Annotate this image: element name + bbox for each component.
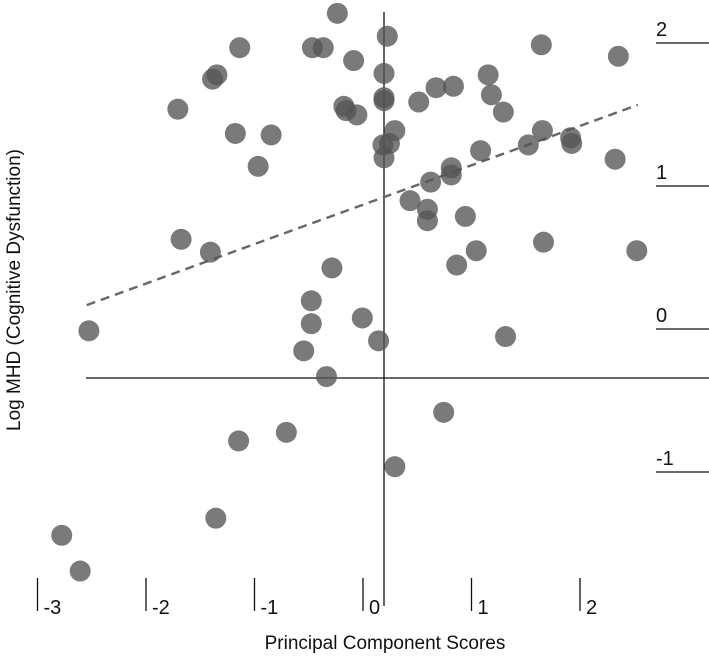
data-point-50: [321, 257, 343, 279]
data-point-61: [228, 430, 250, 452]
data-point-49: [446, 254, 468, 276]
data-point-11: [373, 62, 395, 84]
data-point-29: [531, 120, 553, 142]
data-point-47: [626, 240, 648, 262]
data-point-13: [425, 77, 447, 99]
y-tick-label: 0: [656, 305, 667, 327]
data-point-4: [607, 45, 629, 67]
data-point-31: [561, 132, 583, 154]
data-point-22: [346, 104, 368, 126]
data-point-43: [454, 205, 476, 227]
x-tick-label: -3: [44, 597, 62, 619]
data-point-24: [224, 122, 246, 144]
data-point-45: [199, 241, 221, 263]
data-point-1: [326, 2, 348, 24]
data-point-48: [465, 240, 487, 262]
data-point-54: [351, 307, 373, 329]
data-point-58: [315, 366, 337, 388]
data-point-19: [167, 98, 189, 120]
data-point-55: [293, 340, 315, 362]
data-point-33: [470, 140, 492, 162]
x-axis-title: Principal Component Scores: [265, 633, 506, 654]
x-tick-label: 2: [586, 597, 597, 619]
data-point-39: [420, 171, 442, 193]
data-point-57: [368, 330, 390, 352]
data-point-44: [170, 228, 192, 250]
data-point-7: [312, 37, 334, 59]
x-axis-ticks: -3 -2 -1 0 1 2: [36, 578, 597, 619]
data-point-46: [532, 231, 554, 253]
data-point-59: [433, 401, 455, 423]
y-tick-label: 1: [656, 162, 667, 184]
data-point-52: [78, 320, 100, 342]
x-tick-label: -1: [261, 597, 279, 619]
data-point-12: [477, 64, 499, 86]
data-point-42: [416, 210, 438, 232]
data-point-53: [300, 313, 322, 335]
data-point-60: [275, 421, 297, 443]
data-point-40: [399, 190, 421, 212]
trend-line: [86, 103, 639, 307]
y-tick-label: -1: [656, 448, 674, 470]
data-point-62: [384, 456, 406, 478]
data-point-32: [517, 134, 539, 156]
data-point-2: [376, 25, 398, 47]
data-point-65: [69, 560, 91, 582]
x-tick-label: -2: [152, 597, 170, 619]
y-axis-title: Log MHD (Cognitive Dysfunction): [4, 149, 25, 431]
data-point-38: [440, 164, 462, 186]
x-tick-label: 0: [369, 597, 380, 619]
data-point-35: [604, 148, 626, 170]
data-point-64: [51, 524, 73, 546]
data-point-8: [343, 50, 365, 72]
data-point-14: [442, 75, 464, 97]
data-point-15: [480, 84, 502, 106]
x-tick-label: 1: [478, 597, 489, 619]
data-point-16: [408, 91, 430, 113]
data-point-23: [492, 101, 514, 123]
data-point-51: [300, 290, 322, 312]
y-axis-ticks: 2 1 0 -1: [656, 19, 709, 473]
data-point-10: [202, 68, 224, 90]
data-point-36: [247, 155, 269, 177]
data-point-25: [260, 124, 282, 146]
data-point-63: [205, 507, 227, 529]
data-point-56: [495, 326, 517, 348]
data-point-34: [373, 147, 395, 169]
data-point-5: [229, 37, 251, 59]
data-points: [51, 2, 648, 582]
trend-line-group: [86, 103, 639, 307]
data-point-3: [530, 34, 552, 56]
data-point-18: [373, 90, 395, 112]
y-tick-label: 2: [656, 19, 667, 41]
